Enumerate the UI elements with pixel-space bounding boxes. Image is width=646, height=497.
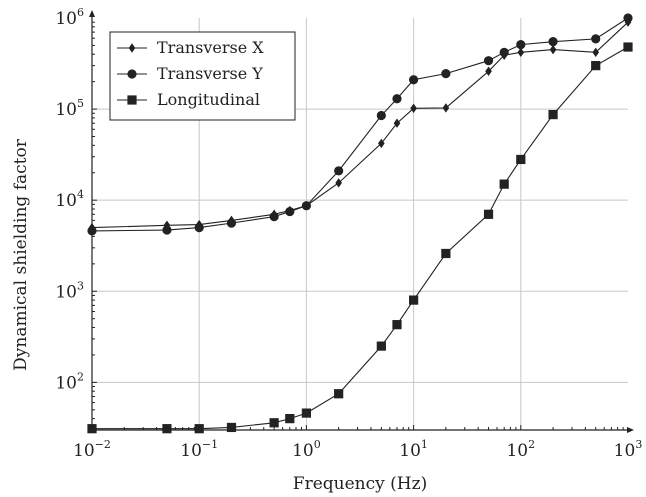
data-point-circle bbox=[376, 110, 386, 121]
data-point-circle bbox=[127, 69, 137, 79]
x-tick-label: 101 bbox=[399, 438, 428, 461]
data-point-square bbox=[226, 422, 237, 433]
data-point-circle bbox=[392, 94, 402, 104]
x-axis-arrow bbox=[627, 427, 634, 433]
y-axis-title: Dynamical shielding factor bbox=[11, 138, 31, 371]
data-point-square bbox=[376, 341, 386, 351]
y-axis-arrow bbox=[89, 10, 95, 17]
data-point-circle bbox=[301, 201, 312, 211]
series-group bbox=[87, 13, 633, 434]
x-axis-title: Frequency (Hz) bbox=[293, 474, 427, 494]
data-point-circle bbox=[87, 226, 97, 236]
data-point-circle bbox=[483, 56, 494, 66]
y-tick-label: 103 bbox=[55, 279, 84, 302]
data-point-circle bbox=[285, 206, 295, 217]
x-tick-label: 100 bbox=[292, 438, 321, 461]
data-point-square bbox=[516, 154, 526, 165]
series-line bbox=[92, 46, 629, 430]
data-point-square bbox=[548, 110, 558, 120]
x-tick-label: 10−1 bbox=[180, 438, 218, 461]
data-point-circle bbox=[162, 225, 172, 235]
data-point-square bbox=[301, 408, 312, 418]
legend-label: Longitudinal bbox=[157, 90, 260, 109]
data-point-diamond bbox=[592, 47, 600, 58]
x-tick-label: 10−2 bbox=[73, 438, 111, 461]
data-point-square bbox=[87, 424, 97, 434]
legend-item: Transverse X bbox=[117, 38, 264, 57]
data-point-square bbox=[483, 209, 494, 219]
legend-label: Transverse X bbox=[157, 38, 264, 57]
x-tick-label: 103 bbox=[614, 438, 643, 461]
data-point-circle bbox=[334, 166, 344, 176]
data-point-square bbox=[591, 61, 601, 71]
y-tick-label: 105 bbox=[55, 97, 84, 120]
data-point-square bbox=[334, 389, 344, 399]
data-point-square bbox=[441, 248, 451, 259]
data-point-circle bbox=[194, 223, 204, 233]
legend: Transverse X Transverse Y Longitudinal bbox=[109, 31, 296, 121]
y-tick-label: 102 bbox=[55, 370, 84, 393]
y-tick-label: 106 bbox=[55, 6, 84, 29]
data-point-square bbox=[623, 42, 633, 52]
data-point-circle bbox=[409, 75, 419, 85]
data-point-diamond bbox=[485, 66, 492, 77]
data-point-square bbox=[127, 95, 137, 105]
data-point-circle bbox=[591, 34, 601, 44]
legend-box bbox=[109, 31, 296, 121]
data-point-circle bbox=[441, 69, 451, 79]
data-point-square bbox=[269, 418, 279, 428]
data-point-diamond bbox=[549, 44, 557, 55]
data-point-circle bbox=[548, 37, 558, 47]
y-tick-label: 104 bbox=[55, 188, 84, 211]
data-point-circle bbox=[269, 212, 279, 222]
data-point-diamond bbox=[517, 47, 525, 58]
data-point-square bbox=[285, 414, 295, 424]
series-2 bbox=[87, 42, 633, 434]
data-point-square bbox=[392, 320, 402, 330]
data-point-circle bbox=[499, 47, 509, 57]
x-tick-label: 102 bbox=[506, 438, 535, 461]
data-point-diamond bbox=[378, 138, 385, 149]
data-point-circle bbox=[226, 218, 237, 228]
legend-item: Transverse Y bbox=[117, 64, 263, 83]
series-1 bbox=[87, 13, 633, 236]
data-point-diamond bbox=[410, 103, 417, 114]
data-point-diamond bbox=[442, 103, 450, 113]
data-point-diamond bbox=[128, 43, 136, 53]
data-point-square bbox=[162, 424, 172, 434]
data-point-circle bbox=[623, 13, 633, 23]
data-point-square bbox=[408, 295, 419, 305]
legend-label: Transverse Y bbox=[157, 64, 263, 83]
legend-item: Longitudinal bbox=[117, 90, 260, 109]
data-point-diamond bbox=[335, 178, 342, 188]
tick-labels: 10−2 10−1 100 101 102 103 102 103 104 105 106 bbox=[55, 6, 642, 461]
data-point-square bbox=[194, 424, 204, 434]
data-point-circle bbox=[516, 40, 526, 50]
data-point-diamond bbox=[393, 118, 401, 128]
grid-lines bbox=[92, 18, 628, 430]
data-point-square bbox=[499, 179, 509, 189]
series-line bbox=[91, 17, 629, 232]
series-line bbox=[91, 21, 629, 229]
